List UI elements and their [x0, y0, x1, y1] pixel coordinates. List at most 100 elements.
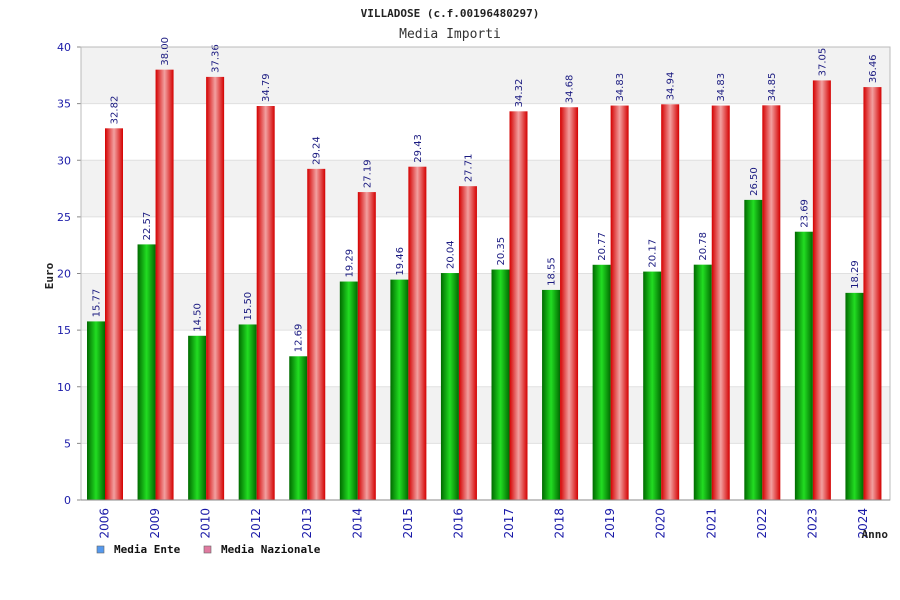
value-label-media-nazionale-2009: 38.00 [160, 37, 171, 66]
bar-media-nazionale-2021 [711, 105, 730, 501]
y-tick-label: 20 [57, 268, 71, 281]
value-label-media-nazionale-2012: 34.79 [261, 73, 272, 102]
bar-media-ente-2024 [845, 292, 864, 500]
value-label-media-ente-2024: 18.29 [850, 260, 861, 289]
bar-media-nazionale-2015 [408, 166, 427, 500]
bar-media-ente-2019 [592, 264, 611, 500]
y-tick-label: 30 [57, 154, 71, 167]
y-tick-label: 0 [64, 494, 71, 507]
bar-media-nazionale-2009 [155, 69, 174, 501]
x-tick-label-2010: 2010 [199, 508, 213, 539]
value-label-media-ente-2015: 19.46 [395, 247, 406, 276]
bar-media-nazionale-2017 [509, 111, 528, 501]
value-labels: 15.77 32.82 22.57 38.00 14.50 37.36 15.50 34.79… [92, 37, 879, 352]
value-label-media-nazionale-2024: 36.46 [868, 54, 879, 83]
value-label-media-ente-2012: 15.50 [243, 292, 254, 321]
x-tick-label-2023: 2023 [805, 508, 819, 539]
bar-media-ente-2023 [794, 231, 813, 500]
x-tick-label-2016: 2016 [451, 508, 465, 539]
chart-title: VILLADOSE (c.f.00196480297) [361, 7, 540, 20]
value-label-media-ente-2023: 23.69 [799, 199, 810, 228]
value-label-media-nazionale-2017: 34.32 [514, 79, 525, 108]
value-label-media-ente-2018: 18.55 [547, 257, 558, 286]
x-tick-label-2020: 2020 [654, 508, 668, 539]
bar-media-nazionale-2012 [256, 106, 275, 501]
legend-swatch-media-nazionale [203, 545, 212, 554]
value-label-media-nazionale-2006: 32.82 [110, 96, 121, 125]
value-label-media-ente-2016: 20.04 [445, 240, 456, 269]
bar-media-ente-2021 [693, 264, 712, 500]
value-label-media-ente-2020: 20.17 [648, 239, 659, 268]
value-label-media-nazionale-2022: 34.85 [767, 73, 778, 102]
y-tick-label: 5 [64, 437, 71, 450]
y-tick-label: 40 [57, 41, 71, 54]
legend: Media Ente Media Nazionale [96, 543, 321, 556]
bar-media-nazionale-2019 [610, 105, 629, 501]
legend-label-media-nazionale: Media Nazionale [221, 543, 321, 556]
legend-label-media-ente: Media Ente [114, 543, 181, 556]
value-label-media-ente-2014: 19.29 [344, 249, 355, 278]
x-tick-label-2022: 2022 [755, 508, 769, 539]
value-label-media-nazionale-2014: 27.19 [362, 159, 373, 188]
x-tick-label-2012: 2012 [249, 508, 263, 539]
bar-media-nazionale-2010 [206, 76, 225, 500]
bar-media-ente-2014 [339, 281, 358, 500]
y-axis-ticks: 0 5 10 15 20 25 30 35 40 [57, 41, 81, 507]
bar-media-ente-2009 [137, 244, 156, 500]
value-label-media-nazionale-2015: 29.43 [413, 134, 424, 163]
bar-media-nazionale-2018 [560, 107, 579, 501]
bar-media-ente-2015 [390, 279, 409, 500]
value-label-media-nazionale-2019: 34.83 [615, 73, 626, 102]
value-label-media-nazionale-2020: 34.94 [666, 72, 677, 101]
y-tick-label: 25 [57, 211, 71, 224]
bar-media-ente-2020 [643, 271, 662, 500]
bar-media-nazionale-2020 [661, 104, 680, 500]
x-tick-label-2014: 2014 [350, 508, 364, 539]
legend-swatch-media-ente [96, 545, 105, 554]
x-tick-label-2018: 2018 [553, 508, 567, 539]
bar-media-ente-2016 [440, 273, 459, 500]
bar-media-nazionale-2013 [307, 168, 326, 500]
value-label-media-ente-2021: 20.78 [698, 232, 709, 261]
value-label-media-nazionale-2021: 34.83 [716, 73, 727, 102]
x-tick-label-2013: 2013 [300, 508, 314, 539]
bars [87, 69, 882, 501]
value-label-media-ente-2022: 26.50 [749, 167, 760, 196]
y-tick-label: 35 [57, 98, 71, 111]
bar-media-ente-2010 [188, 335, 207, 500]
y-tick-label: 10 [57, 381, 71, 394]
value-label-media-nazionale-2018: 34.68 [565, 75, 576, 104]
bar-media-nazionale-2022 [762, 105, 781, 500]
bar-media-ente-2018 [542, 289, 561, 500]
bar-media-ente-2012 [238, 324, 257, 500]
x-tick-label-2019: 2019 [603, 508, 617, 539]
y-tick-label: 15 [57, 324, 71, 337]
bar-media-nazionale-2016 [458, 186, 477, 500]
value-label-media-nazionale-2016: 27.71 [463, 154, 474, 183]
value-label-media-ente-2013: 12.69 [294, 324, 305, 353]
bar-media-nazionale-2024 [863, 87, 882, 500]
value-label-media-nazionale-2013: 29.24 [312, 136, 323, 165]
value-label-media-ente-2017: 20.35 [496, 237, 507, 266]
value-label-media-nazionale-2010: 37.36 [211, 44, 222, 73]
bar-media-ente-2022 [744, 199, 763, 500]
bar-media-nazionale-2014 [357, 192, 376, 501]
y-axis-label: Euro [43, 262, 56, 289]
value-label-media-ente-2009: 22.57 [142, 212, 153, 241]
x-tick-label-2015: 2015 [401, 508, 415, 539]
value-label-media-ente-2006: 15.77 [92, 289, 103, 318]
x-tick-label-2024: 2024 [856, 508, 870, 539]
bar-media-ente-2017 [491, 269, 510, 500]
x-axis-ticks: 2006 2009 2010 2012 2013 2014 2015 2016 2017 2018… [98, 508, 870, 539]
bar-media-nazionale-2006 [105, 128, 123, 500]
x-tick-label-2017: 2017 [502, 508, 516, 539]
bar-media-ente-2013 [289, 356, 308, 500]
x-tick-label-2021: 2021 [704, 508, 718, 539]
chart-subtitle: Media Importi [399, 27, 501, 42]
value-label-media-ente-2019: 20.77 [597, 232, 608, 261]
bar-media-ente-2006 [87, 321, 105, 500]
x-tick-label-2009: 2009 [148, 508, 162, 539]
x-tick-label-2006: 2006 [98, 508, 112, 539]
value-label-media-ente-2010: 14.50 [193, 303, 204, 332]
